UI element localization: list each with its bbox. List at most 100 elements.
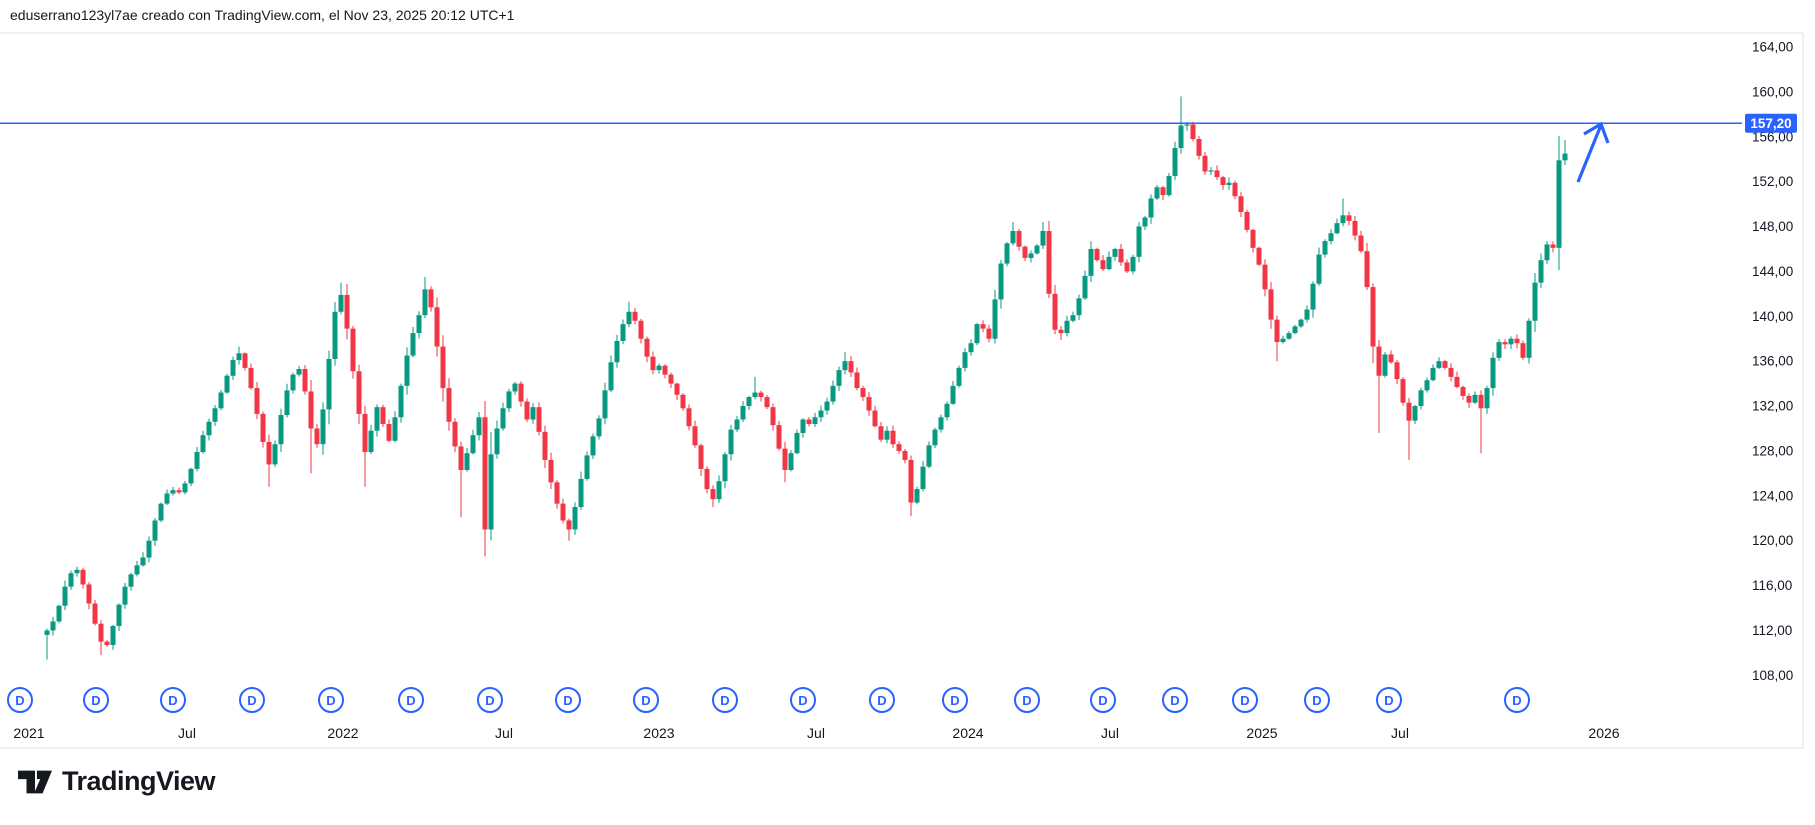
dividend-marker[interactable] — [869, 687, 895, 713]
dividend-marker-letter: D — [641, 693, 650, 708]
candle-body — [926, 445, 932, 467]
candle-body — [740, 406, 746, 420]
candle-body — [56, 605, 62, 622]
dividend-marker[interactable] — [942, 687, 968, 713]
candle-body — [1346, 215, 1352, 221]
candle-body — [1394, 362, 1400, 380]
dividend-marker[interactable] — [7, 687, 33, 713]
candle-body — [1352, 220, 1358, 236]
candle-body — [998, 263, 1004, 300]
dividend-marker[interactable] — [555, 687, 581, 713]
candle-body — [1472, 394, 1478, 403]
candle-body — [1418, 390, 1424, 407]
candle-body — [632, 311, 638, 321]
candle-body — [74, 569, 80, 574]
candle-wick — [1180, 96, 1182, 154]
candle-body — [392, 417, 398, 441]
candle-body — [1544, 244, 1550, 261]
dividend-marker[interactable] — [160, 687, 186, 713]
dividend-marker[interactable] — [1304, 687, 1330, 713]
candle-body — [1040, 231, 1046, 246]
dividend-marker[interactable] — [1232, 687, 1258, 713]
candle-body — [1082, 275, 1088, 299]
candle-body — [440, 346, 446, 389]
candle-body — [236, 353, 242, 361]
dividend-marker-letter: D — [877, 693, 886, 708]
candle-body — [188, 468, 194, 484]
candle-body — [644, 338, 650, 357]
up-candles — [44, 96, 1568, 660]
candle-body — [830, 385, 836, 402]
candle-body — [932, 429, 938, 446]
candle-wick — [1342, 198, 1344, 227]
candle-body — [110, 625, 116, 646]
dividend-marker[interactable] — [83, 687, 109, 713]
candle-body — [1454, 376, 1460, 387]
candle-body — [524, 401, 530, 420]
candle-body — [1436, 361, 1442, 368]
candle-body — [170, 490, 176, 494]
tradingview-logo[interactable]: TradingView — [18, 766, 216, 797]
candle-wick — [460, 441, 462, 518]
candle-body — [704, 468, 710, 490]
dividend-marker[interactable] — [239, 687, 265, 713]
dividend-marker[interactable] — [318, 687, 344, 713]
candle-body — [1526, 320, 1532, 358]
candle-body — [1142, 217, 1148, 227]
dividend-marker-letter: D — [247, 693, 256, 708]
dividend-marker[interactable] — [477, 687, 503, 713]
candle-body — [1238, 196, 1244, 212]
dividend-marker-letter: D — [1240, 693, 1249, 708]
dividend-marker[interactable] — [1376, 687, 1402, 713]
candle-wick — [1378, 340, 1380, 433]
candle-body — [950, 385, 956, 404]
candle-body — [794, 432, 800, 454]
tradingview-logo-text: TradingView — [62, 766, 216, 796]
candle-body — [80, 569, 86, 585]
candle-body — [764, 397, 770, 408]
candle-body — [404, 355, 410, 386]
candle-body — [890, 430, 896, 445]
candle-body — [1538, 260, 1544, 283]
dividend-marker[interactable] — [633, 687, 659, 713]
candle-body — [1070, 315, 1076, 321]
price-line-badge[interactable] — [1745, 113, 1797, 133]
candle-body — [1370, 287, 1376, 347]
dividend-marker-letter: D — [720, 693, 729, 708]
dividend-marker[interactable] — [1014, 687, 1040, 713]
time-label: Jul — [1101, 725, 1119, 741]
candle-body — [272, 444, 278, 465]
dividend-marker[interactable] — [1162, 687, 1188, 713]
candle-body — [1052, 293, 1058, 330]
candle-body — [122, 586, 128, 605]
dividend-marker[interactable] — [398, 687, 424, 713]
candle-body — [86, 584, 92, 604]
candle-wick — [1480, 390, 1482, 454]
candle-body — [140, 557, 146, 566]
candle-body — [638, 320, 644, 339]
candle-body — [362, 413, 368, 453]
candle-body — [1166, 176, 1172, 196]
candle-body — [1304, 309, 1310, 320]
dividend-marker[interactable] — [1504, 687, 1530, 713]
candle-body — [752, 392, 758, 398]
candle-body — [686, 408, 692, 427]
price-label: 128,00 — [1752, 443, 1793, 458]
dividend-marker[interactable] — [1090, 687, 1116, 713]
candle-body — [1130, 256, 1136, 272]
dividend-marker[interactable] — [790, 687, 816, 713]
price-scale[interactable]: 164,00 160,00 156,00 152,00 148,00 144,00 140,… — [1752, 40, 1793, 683]
candle-body — [1502, 342, 1508, 345]
dividend-marker[interactable] — [712, 687, 738, 713]
candle-body — [902, 450, 908, 460]
time-scale[interactable]: 2021 Jul 2022 Jul 2023 Jul 2024 Jul 2025 Jul 2026 — [13, 725, 1619, 741]
candle-body — [332, 311, 338, 359]
candle-body — [68, 573, 74, 587]
candle-body — [542, 431, 548, 460]
candle-body — [746, 397, 752, 407]
dividend-marker-letter: D — [950, 693, 959, 708]
candle-body — [896, 444, 902, 451]
arrow-drawing[interactable] — [1576, 121, 1610, 183]
candle-body — [1136, 226, 1142, 257]
